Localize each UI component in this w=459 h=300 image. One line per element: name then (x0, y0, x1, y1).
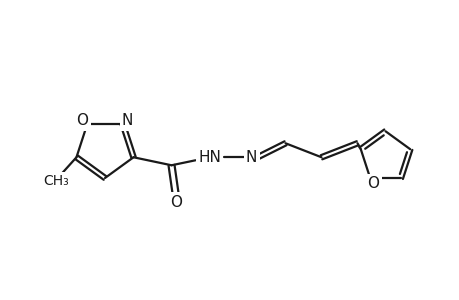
Text: CH₃: CH₃ (43, 174, 68, 188)
Text: O: O (76, 113, 88, 128)
Text: N: N (122, 113, 133, 128)
Text: O: O (366, 176, 378, 191)
Text: N: N (245, 150, 257, 165)
Text: HN: HN (198, 150, 220, 165)
Text: O: O (170, 195, 182, 210)
